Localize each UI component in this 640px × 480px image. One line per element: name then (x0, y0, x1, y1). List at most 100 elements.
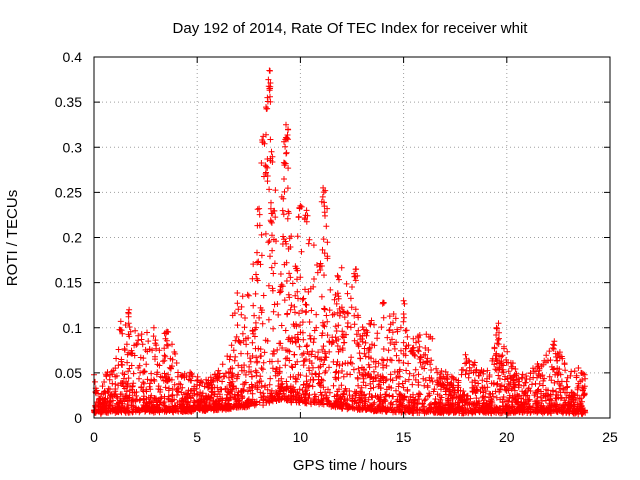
data-point (315, 376, 322, 383)
data-point (355, 382, 362, 389)
data-point (372, 392, 379, 399)
data-point (264, 394, 271, 401)
data-point (281, 236, 287, 243)
data-point (144, 329, 150, 336)
data-point (344, 360, 351, 367)
data-point (255, 345, 262, 352)
data-point (254, 358, 261, 365)
data-point (386, 313, 393, 320)
data-point (396, 357, 403, 364)
data-point (326, 364, 332, 371)
data-point (338, 405, 345, 412)
data-point (542, 392, 549, 399)
data-point (393, 387, 399, 394)
data-point (161, 352, 168, 359)
data-point (325, 386, 331, 393)
data-point (251, 312, 258, 319)
data-point (285, 291, 292, 298)
data-point (494, 325, 501, 332)
data-point (93, 399, 100, 406)
data-point (286, 334, 292, 341)
data-point (412, 396, 419, 403)
data-point (175, 385, 182, 392)
data-point (201, 383, 208, 390)
data-point (496, 353, 503, 360)
y-tick-label: 0.1 (63, 320, 83, 336)
data-point (386, 392, 393, 399)
data-point (317, 363, 324, 370)
data-point (281, 297, 288, 304)
data-point (369, 394, 376, 401)
data-point (394, 396, 401, 403)
data-point (386, 327, 393, 334)
data-point (387, 340, 394, 346)
data-point (484, 367, 491, 374)
data-point (274, 391, 281, 398)
data-point (499, 352, 506, 359)
data-point (253, 354, 260, 361)
data-point (420, 375, 427, 382)
data-point (211, 384, 218, 391)
data-point (141, 368, 148, 375)
data-point (230, 372, 237, 379)
data-point (263, 163, 270, 170)
data-point (129, 389, 136, 396)
data-point (477, 388, 484, 395)
data-point (266, 238, 273, 244)
data-point (366, 364, 373, 371)
data-point (470, 361, 476, 368)
data-point (427, 361, 434, 368)
data-point (579, 384, 586, 391)
data-point (105, 385, 112, 392)
data-point (351, 270, 358, 277)
data-point (400, 339, 407, 346)
x-tick-label: 5 (193, 429, 201, 445)
data-point (318, 391, 325, 398)
data-point (496, 366, 502, 373)
data-point (124, 359, 131, 366)
data-point (126, 324, 133, 330)
data-point (362, 339, 369, 346)
data-point (292, 389, 299, 396)
data-point (338, 264, 345, 271)
data-point (351, 388, 358, 395)
data-point (358, 391, 364, 397)
data-point (148, 404, 155, 411)
data-point (382, 393, 389, 400)
data-point (155, 404, 162, 411)
data-point (285, 393, 292, 400)
data-point (125, 368, 132, 375)
data-point (319, 246, 326, 253)
data-point (442, 368, 449, 375)
data-point (288, 363, 295, 370)
data-point (165, 342, 171, 349)
data-point (178, 373, 185, 380)
data-point (265, 316, 272, 323)
data-point (546, 348, 553, 355)
data-point (505, 387, 512, 394)
data-point (323, 223, 330, 230)
data-point (125, 320, 132, 327)
data-point (356, 406, 363, 413)
data-point (266, 186, 273, 193)
data-point (202, 405, 209, 412)
data-point (215, 388, 222, 395)
data-point (357, 355, 364, 362)
data-point (367, 374, 373, 381)
data-point (368, 317, 375, 324)
data-point (227, 394, 234, 401)
data-point (414, 409, 421, 416)
data-point (162, 384, 169, 391)
data-point (567, 372, 574, 379)
data-point (512, 366, 519, 372)
data-point (348, 354, 355, 361)
data-point (494, 380, 501, 387)
data-point (457, 393, 464, 400)
data-point (284, 397, 291, 404)
data-point (296, 310, 302, 317)
data-point (216, 370, 223, 377)
data-point (270, 325, 277, 332)
data-point (491, 361, 498, 368)
data-point (317, 260, 324, 267)
